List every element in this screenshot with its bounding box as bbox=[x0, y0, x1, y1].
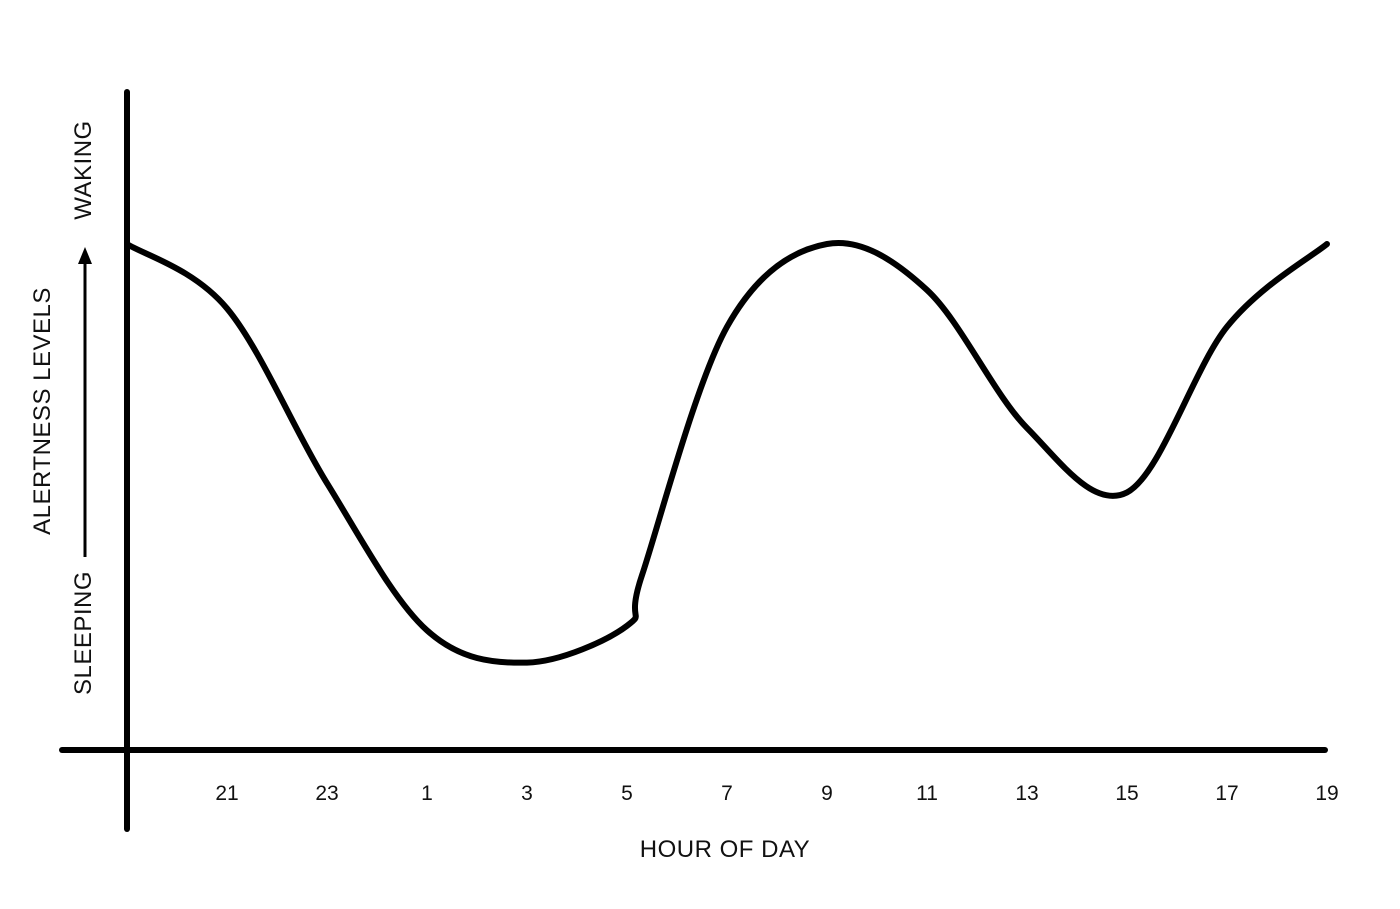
y-low-label: SLEEPING bbox=[70, 571, 97, 695]
y-high-label: WAKING bbox=[70, 120, 97, 219]
x-tick-label: 7 bbox=[721, 782, 733, 805]
x-tick-label: 5 bbox=[621, 782, 633, 805]
x-tick-label: 23 bbox=[315, 782, 338, 805]
x-tick-labels: 21 23 1 3 5 7 9 11 13 15 17 19 bbox=[215, 782, 1338, 805]
x-tick-label: 13 bbox=[1015, 782, 1038, 805]
alertness-curve bbox=[127, 243, 1327, 663]
y-axis-title: ALERTNESS LEVELS bbox=[29, 287, 56, 535]
x-tick-label: 3 bbox=[521, 782, 533, 805]
x-axis-title: HOUR OF DAY bbox=[640, 836, 810, 863]
x-tick-label: 21 bbox=[215, 782, 238, 805]
axes bbox=[62, 92, 1325, 829]
x-tick-label: 11 bbox=[916, 782, 938, 805]
x-tick-label: 19 bbox=[1315, 782, 1338, 805]
y-axis-arrow-head bbox=[78, 247, 92, 264]
x-tick-label: 15 bbox=[1115, 782, 1138, 805]
x-tick-label: 9 bbox=[821, 782, 833, 805]
y-axis-annotation: SLEEPING ALERTNESS LEVELS WAKING bbox=[29, 120, 97, 695]
x-tick-label: 17 bbox=[1215, 782, 1238, 805]
x-tick-label: 1 bbox=[421, 782, 433, 805]
